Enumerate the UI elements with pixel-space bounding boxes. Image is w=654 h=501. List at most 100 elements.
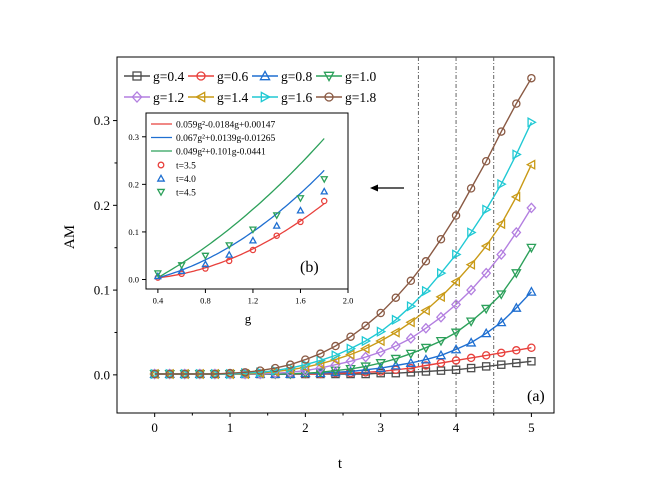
data-point <box>437 267 447 279</box>
x-tick-label: 0 <box>151 420 158 435</box>
y-tick-label: 0.1 <box>94 283 110 298</box>
legend-label: g=0.4 <box>153 69 184 84</box>
data-point <box>391 293 401 302</box>
data-point <box>466 284 477 296</box>
y-tick-label: 0.0 <box>94 367 110 382</box>
data-point <box>286 360 295 369</box>
data-point <box>314 358 325 370</box>
data-point <box>405 332 416 344</box>
x-tick-label: 5 <box>528 420 535 435</box>
inset-legend-series: t=4.5 <box>156 189 196 199</box>
data-point <box>406 300 417 312</box>
inset-data-point <box>225 242 234 250</box>
data-point <box>346 332 355 341</box>
data-point <box>240 368 250 377</box>
inset-data-point <box>202 265 209 272</box>
fit-curve <box>157 138 325 279</box>
data-point <box>331 350 341 361</box>
main-x-axis-label: t <box>338 456 343 472</box>
data-point <box>481 157 491 166</box>
data-point <box>346 343 357 354</box>
data-point <box>526 202 537 214</box>
data-point <box>225 368 235 378</box>
legend-marker <box>323 71 335 82</box>
data-point <box>436 358 446 368</box>
data-point <box>450 343 462 354</box>
data-point <box>360 362 371 372</box>
data-point <box>286 362 296 374</box>
inset-legend-fit: 0.067g²+0.0139g-0.01265 <box>151 134 275 144</box>
legend-label: g=1.4 <box>217 90 248 105</box>
main-legend: g=0.4 g=0.6 g=0.8 g=1.0 g=1.2 g=1.4 g=1.6 g=1.8 <box>118 58 414 108</box>
inset-data-point <box>248 236 258 244</box>
y-tick-label: 0.1 <box>128 227 139 237</box>
data-point <box>451 211 461 220</box>
data-point <box>450 276 461 287</box>
data-point <box>315 368 326 378</box>
data-point <box>465 259 476 270</box>
inset-data-point <box>273 232 280 239</box>
data-point <box>360 351 371 363</box>
data-point <box>527 117 537 128</box>
data-point <box>525 159 536 170</box>
legend-marker <box>157 161 165 169</box>
legend-label: g=1.8 <box>345 90 376 105</box>
data-point <box>345 355 356 367</box>
inset-data-point <box>296 206 305 214</box>
legend-marker <box>131 90 143 104</box>
data-point <box>420 305 430 316</box>
data-point <box>375 362 386 373</box>
legend-label: 0.049g²+0.101g-0.0441 <box>176 148 266 158</box>
inset-series-t=4.5 <box>153 176 329 278</box>
data-point <box>165 369 174 379</box>
data-point <box>436 234 446 244</box>
left-arrow-icon <box>370 184 404 192</box>
data-point <box>482 204 492 215</box>
data-point <box>481 362 491 371</box>
data-point <box>480 327 492 338</box>
data-point <box>480 240 491 252</box>
data-point <box>345 365 356 376</box>
data-point <box>435 291 445 303</box>
inset-ticks: 0.4 0.8 1.2 1.6 2.0 0.0 0.1 0.2 0.3 <box>128 132 353 306</box>
data-point <box>496 248 507 261</box>
data-point <box>466 363 476 373</box>
legend-marker <box>260 91 271 103</box>
legend-label: 0.059g²-0.0184g+0.00147 <box>176 121 275 131</box>
x-tick-label: 1.6 <box>295 296 306 306</box>
inset-data-point <box>320 187 329 195</box>
data-point <box>195 369 205 379</box>
data-point <box>480 304 492 315</box>
data-point <box>270 363 280 373</box>
data-point <box>511 302 522 312</box>
inset-fit-curves <box>157 138 325 279</box>
x-tick-label: 1 <box>227 420 234 435</box>
inset-data-point <box>297 218 304 226</box>
inset-data-point <box>177 266 186 274</box>
legend-marker <box>259 70 271 81</box>
inset-data-point <box>249 246 257 254</box>
data-point <box>435 336 447 347</box>
legend-label: g=0.6 <box>217 69 248 84</box>
legend-label: t=4.0 <box>176 175 196 185</box>
inset-legend: 0.059g²-0.0184g+0.00147 0.067g²+0.0139g-0… <box>151 121 275 199</box>
data-point <box>512 149 522 160</box>
data-point <box>345 349 355 360</box>
data-point <box>497 178 507 190</box>
inset-legend-series: t=3.5 <box>157 161 196 172</box>
data-point <box>527 343 536 352</box>
inset-x-axis-label: g <box>245 311 252 326</box>
data-point <box>376 308 385 318</box>
legend-marker <box>196 71 206 81</box>
inset-data-point <box>201 252 210 261</box>
data-point <box>391 314 402 326</box>
main-y-axis-label: AM <box>62 225 78 249</box>
data-point <box>451 356 461 365</box>
legend-entry: g=0.8 <box>252 69 312 84</box>
inset-data-point <box>296 195 305 203</box>
inset-data-point <box>225 257 233 265</box>
data-point <box>526 243 537 254</box>
x-tick-label: 0.8 <box>200 296 211 306</box>
data-point <box>420 343 432 354</box>
